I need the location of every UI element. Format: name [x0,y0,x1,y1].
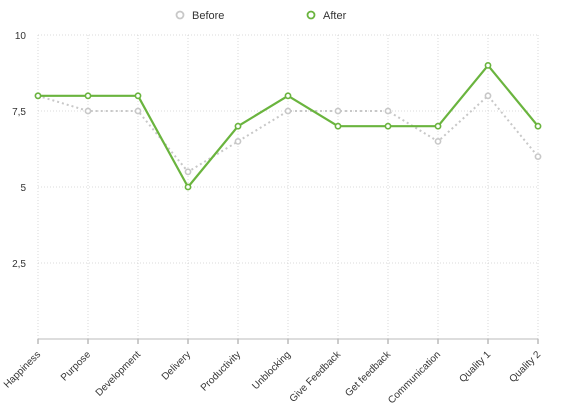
y-tick-label: 5 [20,183,26,194]
data-point [184,183,192,191]
y-tick-label: 2,5 [12,259,26,270]
x-tick-label: Get feedback [343,349,394,400]
series-after [34,62,542,191]
x-tick-label: Quality 2 [507,349,543,385]
legend-marker-before [175,10,185,20]
data-point [84,92,92,100]
series-line [37,94,539,173]
data-point [84,107,92,115]
data-point [534,122,542,130]
data-point [184,168,192,176]
data-point [134,92,142,100]
legend: Before After [175,10,347,22]
data-point [534,153,542,160]
x-tick-label: Happiness [2,349,43,390]
data-point [384,107,392,115]
x-tick-label: Quality 1 [457,349,493,385]
x-tick-label: Purpose [59,349,93,383]
data-point [334,122,342,130]
data-point [434,122,442,130]
series-layer [34,62,542,191]
data-point [234,122,242,130]
x-tick-label: Unblocking [250,349,293,392]
x-tick-label: Give Feedback [288,349,344,404]
y-tick-label: 10 [15,31,27,42]
data-point [284,107,292,115]
legend-marker-after [306,10,316,20]
legend-label-before: Before [192,10,224,22]
x-tick-label: Delivery [160,349,193,382]
data-point [134,107,142,115]
legend-label-after: After [323,10,347,22]
data-point [334,107,342,115]
data-point [434,137,442,145]
x-tick-label: Communication [386,349,443,404]
data-point [234,137,242,145]
y-tick-label: 7,5 [12,107,26,118]
data-point [284,92,292,100]
series-before [34,92,542,176]
y-axis-ticks: 2,5 5 7,5 10 [12,31,26,270]
data-point [384,122,392,130]
data-point [34,92,42,100]
x-tick-label: Development [94,349,144,399]
x-tick-label: Productivity [199,349,243,393]
x-axis: Happiness Purpose Development Delivery Produ… [2,338,543,404]
data-point [484,62,492,69]
data-point [484,92,492,100]
grid [37,34,539,339]
